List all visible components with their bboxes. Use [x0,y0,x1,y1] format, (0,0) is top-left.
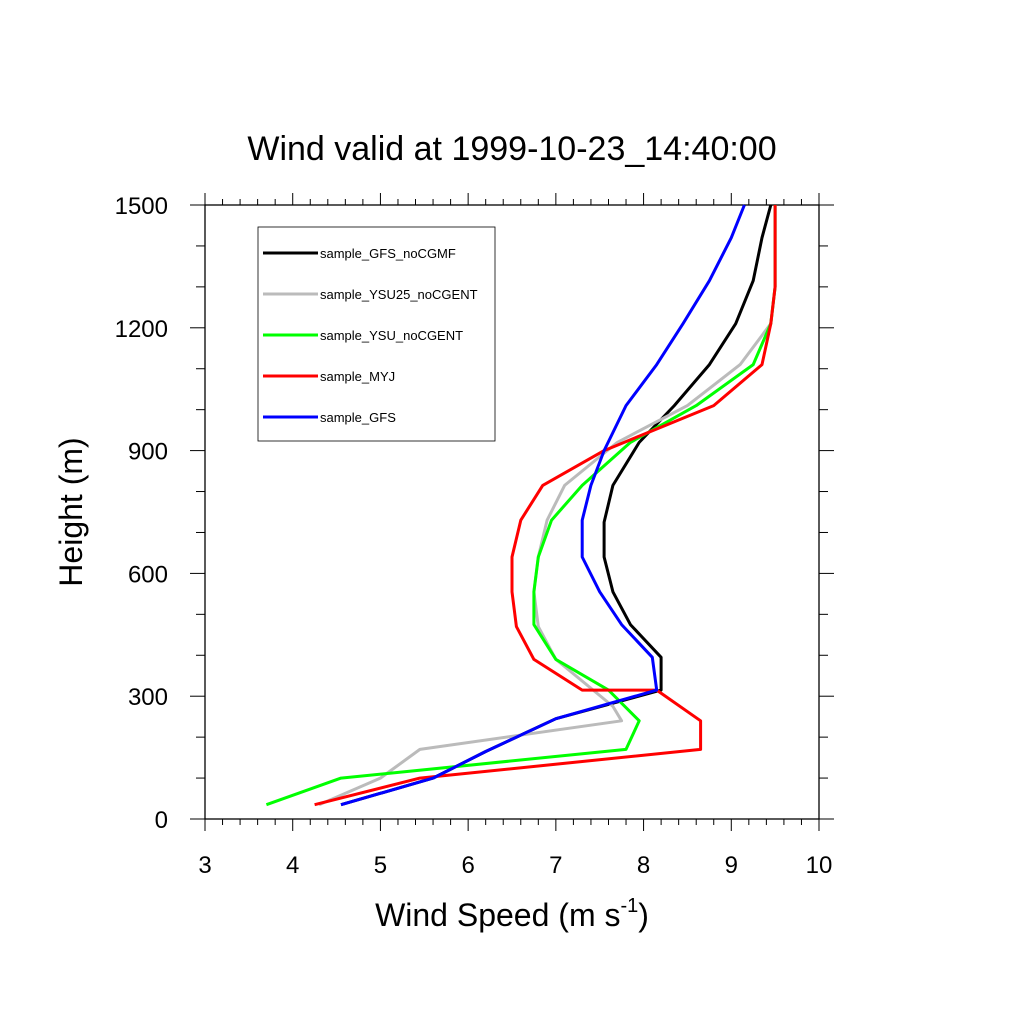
legend-label: sample_MYJ [320,369,395,384]
x-axis-title-superscript: -1 [620,895,638,917]
legend-items: sample_GFS_noCGMF sample_YSU25_noCGENTsam… [263,246,478,425]
y-tick-label: 300 [128,684,168,711]
plot-frame [204,204,820,820]
y-tick-label: 1500 [115,193,168,220]
x-tick-label: 5 [374,852,387,879]
legend-label: sample_GFS [320,410,396,425]
x-axis-title-main: Wind Speed (m s [375,897,620,933]
x-tick-label: 10 [806,852,833,879]
x-tick-label: 7 [549,852,562,879]
y-tick-label: 0 [155,807,168,834]
y-axis-title: Height (m) [53,437,89,586]
series-lines [265,204,777,807]
axis-ticks [190,193,834,831]
series-line-sample_MYJ [314,205,777,807]
y-tick-labels: 0 300 600 900 1200 1500 [115,193,168,834]
x-tick-label: 4 [286,852,299,879]
x-axis-title-close: ) [638,897,649,933]
plot-area [190,193,834,831]
legend-label: sample_GFS_noCGMF [320,246,456,261]
x-tick-label: 3 [198,852,211,879]
y-tick-label: 900 [128,439,168,466]
series-line-sample_GFS [340,204,746,807]
y-tick-label: 600 [128,561,168,588]
x-tick-label: 9 [725,852,738,879]
legend-label: sample_YSU_noCGENT [320,328,463,343]
legend-label: sample_YSU25_noCGENT [320,287,478,302]
chart-title: Wind valid at 1999-10-23_14:40:00 [247,130,776,168]
y-tick-label: 1200 [115,316,168,343]
x-tick-label: 6 [461,852,474,879]
x-tick-label: 8 [637,852,650,879]
x-axis-title: Wind Speed (m s-1) [375,895,649,933]
x-tick-labels: 3 4 5 6 7 8 9 10 [198,852,832,879]
legend: sample_GFS_noCGMF sample_YSU25_noCGENTsam… [257,226,496,442]
